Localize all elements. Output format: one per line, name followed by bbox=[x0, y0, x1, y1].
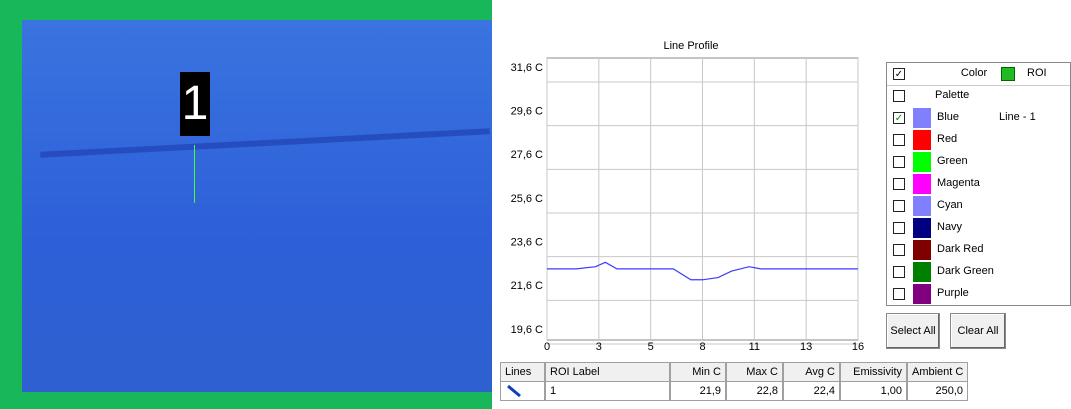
table-cell: 22,4 bbox=[783, 381, 840, 401]
y-tick-label: 21,6 C bbox=[511, 280, 543, 292]
color-row: Navy bbox=[887, 217, 1070, 239]
color-name: Green bbox=[937, 155, 968, 167]
color-swatch bbox=[913, 174, 931, 194]
line-icon bbox=[500, 381, 545, 401]
color-swatch bbox=[913, 130, 931, 150]
y-tick-label: 19,6 C bbox=[511, 324, 543, 336]
button[interactable]: Select All bbox=[886, 313, 940, 349]
color-swatch bbox=[913, 108, 931, 128]
color-name: Dark Green bbox=[937, 265, 994, 277]
table-cell: 1,00 bbox=[840, 381, 907, 401]
x-tick-label: 3 bbox=[596, 341, 602, 353]
x-tick-label: 8 bbox=[699, 341, 705, 353]
color-name: Blue bbox=[937, 111, 959, 123]
table-header: Emissivity bbox=[840, 362, 907, 382]
table-header: Lines bbox=[500, 362, 545, 382]
list-header: ✓ Color ROI bbox=[887, 63, 1070, 86]
color-name: Navy bbox=[937, 221, 962, 233]
color-name: Cyan bbox=[937, 199, 963, 211]
color-name: Palette bbox=[935, 89, 969, 101]
row-checkbox[interactable] bbox=[893, 200, 905, 212]
table-cell: 1 bbox=[545, 381, 670, 401]
table-cell: 22,8 bbox=[726, 381, 783, 401]
line-chart: Line Profile 19,6 C 21,6 C 23,6 C 25,6 C 27,… bbox=[492, 0, 892, 360]
column-header: ROI bbox=[1027, 67, 1047, 79]
color-swatch bbox=[913, 196, 931, 216]
x-tick-label: 5 bbox=[648, 341, 654, 353]
table-header: ROI Label bbox=[545, 362, 670, 382]
y-tick-label: 27,6 C bbox=[511, 149, 543, 161]
color-row: Dark Green bbox=[887, 261, 1070, 283]
row-checkbox[interactable] bbox=[893, 156, 905, 168]
roi-line bbox=[194, 145, 195, 203]
color-swatch bbox=[913, 240, 931, 260]
color-name: Purple bbox=[937, 287, 969, 299]
color-name: Red bbox=[937, 133, 957, 145]
table-header: Max C bbox=[726, 362, 783, 382]
color-row: Purple bbox=[887, 283, 1070, 305]
color-row: Magenta bbox=[887, 173, 1070, 195]
x-tick-label: 16 bbox=[852, 341, 864, 353]
color-name: Magenta bbox=[937, 177, 980, 189]
row-checkbox[interactable] bbox=[893, 90, 905, 102]
table-cell: 21,9 bbox=[670, 381, 726, 401]
row-checkbox[interactable] bbox=[893, 178, 905, 190]
roi-label: 1 bbox=[180, 72, 210, 136]
y-tick-label: 23,6 C bbox=[511, 237, 543, 249]
color-row: Red bbox=[887, 129, 1070, 151]
table-header: Ambient C bbox=[907, 362, 968, 382]
color-swatch bbox=[913, 284, 931, 304]
row-checkbox[interactable] bbox=[893, 222, 905, 234]
table-header: Avg C bbox=[783, 362, 840, 382]
row-checkbox[interactable] bbox=[893, 266, 905, 278]
color-row: Cyan bbox=[887, 195, 1070, 217]
roi-icon bbox=[1001, 67, 1015, 81]
row-checkbox[interactable]: ✓ bbox=[893, 112, 905, 124]
x-tick-label: 11 bbox=[749, 341, 760, 353]
color-row: Dark Red bbox=[887, 239, 1070, 261]
thermal-image: 1 bbox=[0, 0, 492, 409]
y-tick-label: 25,6 C bbox=[511, 193, 543, 205]
y-tick-label: 31,6 C bbox=[511, 62, 543, 74]
chart-title: Line Profile bbox=[663, 40, 718, 52]
color-row: Green bbox=[887, 151, 1070, 173]
row-checkbox[interactable] bbox=[893, 134, 905, 146]
app-window: 1 Line Profile 19,6 C 21,6 C 23,6 C 25,6 C 2… bbox=[0, 0, 1071, 409]
column-header: Color bbox=[949, 67, 999, 79]
line-glyph bbox=[505, 384, 525, 398]
row-checkbox[interactable] bbox=[893, 288, 905, 300]
color-row: ✓ Blue Line - 1 bbox=[887, 107, 1070, 129]
table-cell: 250,0 bbox=[907, 381, 968, 401]
color-swatch bbox=[913, 218, 931, 238]
color-swatch bbox=[913, 152, 931, 172]
y-tick-label: 29,6 C bbox=[511, 106, 543, 118]
color-name: Dark Red bbox=[937, 243, 983, 255]
x-tick-label: 13 bbox=[800, 341, 812, 353]
button[interactable]: Clear All bbox=[950, 313, 1006, 349]
roi-name: Line - 1 bbox=[999, 111, 1036, 123]
color-swatch bbox=[913, 262, 931, 282]
x-tick-label: 0 bbox=[544, 341, 550, 353]
color-list: ✓ Color ROI Palette ✓ Blue Line - 1 Red Green Mag… bbox=[886, 62, 1071, 306]
table-header: Min C bbox=[670, 362, 726, 382]
thermal-object bbox=[22, 20, 492, 392]
color-row: Palette bbox=[887, 85, 1070, 107]
select-all-checkbox[interactable]: ✓ bbox=[893, 68, 905, 80]
row-checkbox[interactable] bbox=[893, 244, 905, 256]
